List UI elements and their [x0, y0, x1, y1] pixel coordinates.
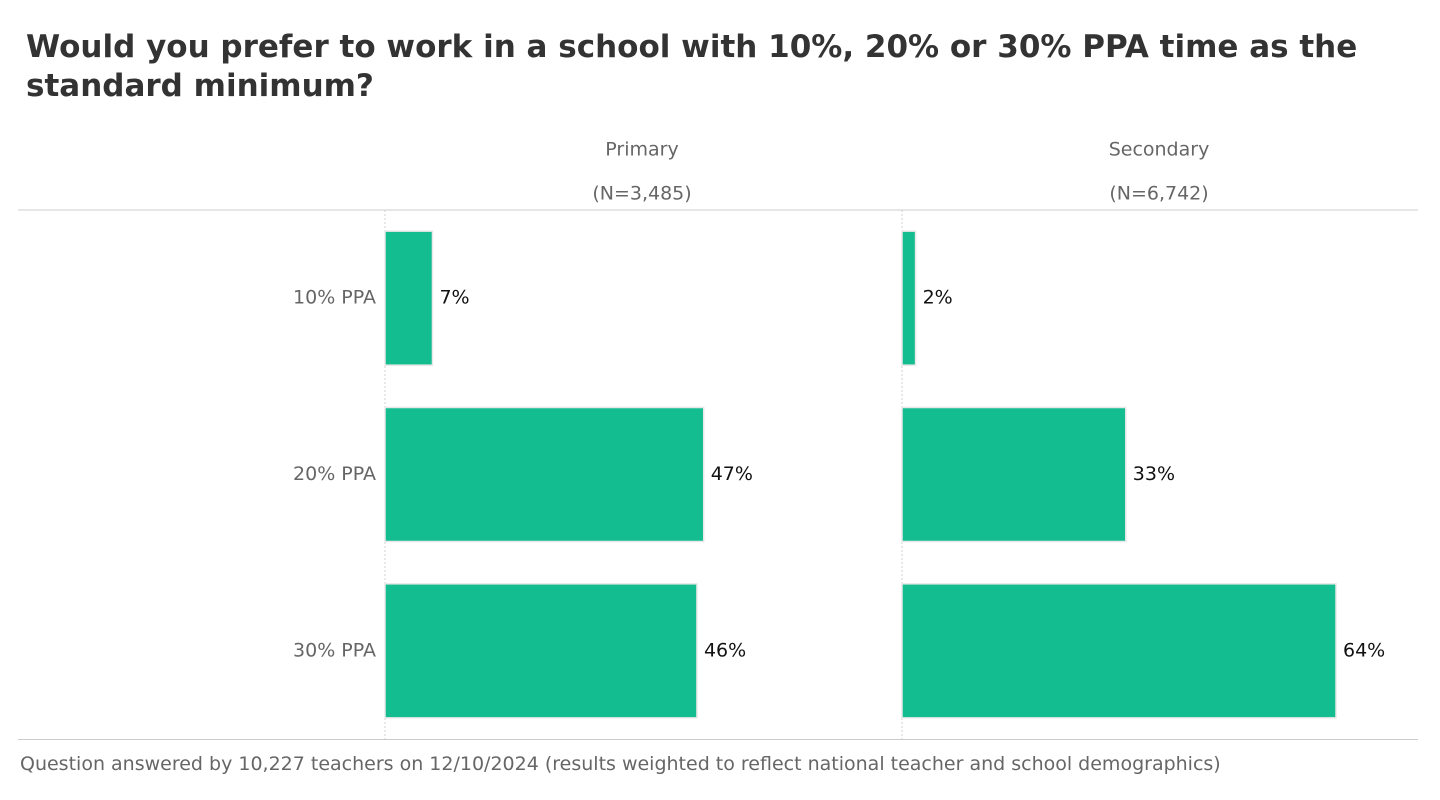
value-label-primary-3: 46%: [704, 639, 746, 661]
panel-title-primary: Primary: [605, 139, 678, 161]
bar-secondary-1: [901, 230, 917, 366]
bar-secondary-2: [901, 406, 1127, 543]
category-label-3: 30% PPA: [293, 639, 376, 661]
panel-title-secondary: Secondary: [1109, 139, 1210, 161]
value-label-primary-2: 47%: [711, 463, 753, 485]
category-label-1: 10% PPA: [293, 287, 376, 309]
category-label-2: 20% PPA: [293, 463, 376, 485]
value-label-secondary-2: 33%: [1133, 463, 1175, 485]
bar-primary-1: [384, 230, 434, 366]
chart-title: Would you prefer to work in a school wit…: [26, 29, 1358, 104]
bar-primary-2: [384, 406, 705, 543]
value-label-primary-1: 7%: [439, 287, 469, 309]
bar-secondary-3: [901, 583, 1337, 719]
value-label-secondary-1: 2%: [923, 287, 953, 309]
footnote: Question answered by 10,227 teachers on …: [20, 753, 1221, 775]
bar-primary-3: [384, 583, 698, 719]
panel-subtitle-secondary: (N=6,742): [1109, 183, 1208, 205]
value-label-secondary-3: 64%: [1343, 639, 1385, 661]
panel-subtitle-primary: (N=3,485): [592, 183, 691, 205]
